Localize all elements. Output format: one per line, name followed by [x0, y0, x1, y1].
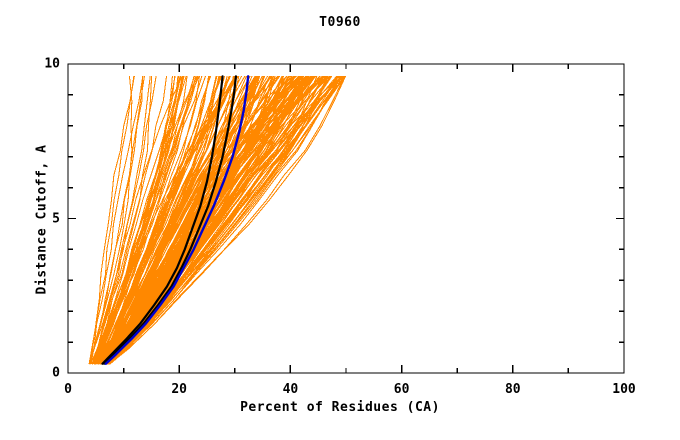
prediction-curve: [97, 75, 228, 365]
prediction-curve: [109, 75, 342, 365]
prediction-curve: [88, 75, 133, 365]
y-tick-label: 5: [52, 211, 60, 226]
prediction-curve: [92, 75, 180, 365]
prediction-curve: [90, 75, 153, 365]
prediction-curve: [100, 75, 272, 365]
prediction-curve: [88, 75, 135, 365]
x-tick-label: 60: [393, 382, 410, 397]
chart-title: T0960: [319, 15, 361, 30]
x-tick-label: 80: [504, 382, 521, 397]
prediction-curve: [94, 75, 185, 365]
curves-layer: [88, 75, 346, 365]
prediction-curve: [92, 75, 183, 365]
prediction-curve: [108, 75, 341, 365]
y-tick-label: 0: [52, 365, 60, 381]
x-tick-label: 100: [612, 382, 636, 397]
x-tick-label: 40: [282, 382, 299, 397]
prediction-curve: [98, 75, 239, 365]
prediction-curve: [93, 75, 197, 365]
x-tick-label: 0: [64, 382, 72, 397]
prediction-curve: [89, 75, 151, 365]
y-tick-label: 10: [44, 56, 60, 72]
prediction-curve: [89, 75, 143, 365]
prediction-curve: [93, 75, 195, 365]
prediction-curve: [101, 75, 275, 365]
prediction-curve: [102, 75, 290, 365]
x-axis-title: Percent of Residues (CA): [240, 400, 440, 415]
prediction-curve: [97, 75, 222, 365]
prediction-curve: [98, 75, 226, 365]
reference-curve-reference-black-1: [101, 75, 224, 365]
prediction-curve: [106, 75, 324, 365]
x-tick-label: 20: [171, 382, 188, 397]
prediction-curve: [95, 75, 206, 365]
reference-curve-reference-blue: [104, 75, 250, 365]
prediction-curve: [99, 75, 238, 365]
prediction-curve: [91, 75, 168, 365]
reference-curve-reference-black-2: [103, 75, 238, 365]
prediction-curve: [109, 75, 346, 365]
axis-frame-layer: [67, 63, 625, 374]
prediction-curve: [104, 75, 304, 365]
